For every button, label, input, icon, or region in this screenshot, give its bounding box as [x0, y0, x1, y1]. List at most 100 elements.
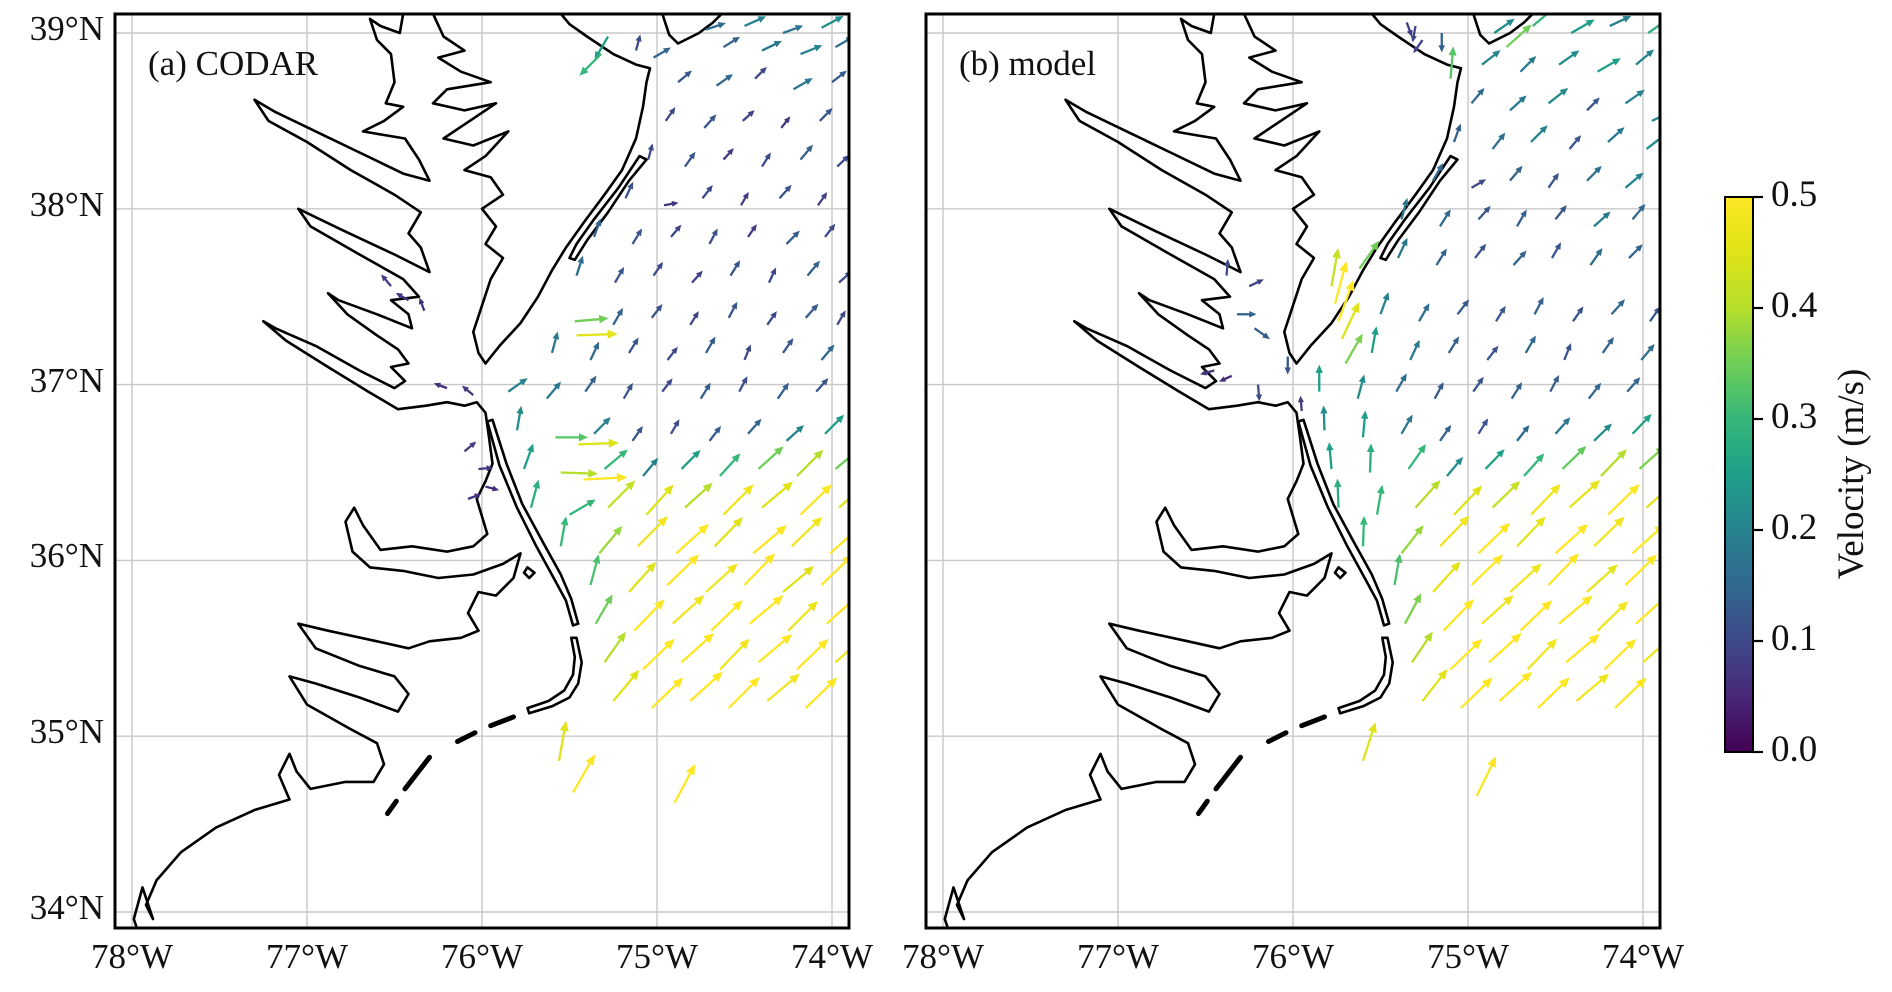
velocity-arrow-shaft — [1532, 14, 1549, 27]
velocity-arrow-head — [1199, 369, 1208, 376]
velocity-arrow-head — [703, 632, 715, 644]
velocity-arrow-head — [1256, 279, 1264, 285]
velocity-arrow-shaft — [671, 599, 700, 625]
velocity-arrow-shaft — [650, 307, 661, 319]
velocity-arrow-shaft — [1586, 568, 1614, 593]
velocity-arrow-head — [1537, 297, 1544, 305]
velocity-arrow-head — [742, 191, 749, 200]
velocity-arrow-head — [532, 479, 541, 489]
velocity-arrow-head — [731, 301, 738, 310]
velocity-arrow-head — [759, 66, 767, 74]
velocity-arrow-head — [671, 200, 679, 207]
velocity-arrow-head — [618, 449, 628, 459]
x-tick-label: 77°W — [1076, 937, 1160, 976]
velocity-arrow-shaft — [1446, 460, 1461, 477]
velocity-arrow-head — [1522, 424, 1530, 433]
velocity-arrow-shaft — [1647, 23, 1660, 34]
velocity-arrow-head — [821, 484, 833, 495]
velocity-arrow-shaft — [1442, 603, 1470, 632]
velocity-arrow-head — [1510, 480, 1521, 491]
velocity-arrow-head — [774, 446, 784, 456]
velocity-arrow-head — [1518, 95, 1527, 104]
velocity-arrow-shaft — [818, 110, 830, 122]
x-tick-label: 78°W — [90, 937, 174, 976]
velocity-arrow-head — [381, 274, 388, 282]
velocity-arrow-shaft — [1253, 327, 1267, 338]
velocity-arrow-shaft — [1626, 380, 1638, 393]
velocity-arrow-shaft — [1403, 598, 1420, 625]
velocity-arrow-shaft — [572, 760, 593, 794]
velocity-arrow-head — [616, 631, 626, 643]
velocity-arrow-shaft — [1593, 520, 1621, 548]
velocity-arrow-head — [1437, 669, 1448, 680]
velocity-arrow-head — [560, 516, 569, 526]
velocity-arrow-shaft — [642, 643, 671, 671]
barrier-island — [1333, 566, 1347, 580]
velocity-arrow-shaft — [715, 76, 730, 87]
velocity-arrow-head — [629, 669, 640, 681]
velocity-arrow-shaft — [1512, 253, 1525, 266]
velocity-arrow-shaft — [1607, 488, 1636, 516]
inlet-dash-segment — [402, 754, 432, 792]
velocity-arrow-shaft — [1477, 422, 1487, 435]
velocity-arrow-shaft — [1570, 21, 1591, 34]
velocity-arrow-head — [764, 553, 776, 565]
velocity-arrow-head — [859, 480, 869, 490]
velocity-arrow-shaft — [1624, 558, 1653, 586]
graticule — [926, 14, 1660, 928]
velocity-arrow-shaft — [1601, 340, 1612, 354]
inlet-dash-segment — [1266, 730, 1289, 744]
coastline-path — [943, 14, 1333, 928]
velocity-arrow-head — [732, 36, 741, 44]
velocity-arrow-head — [646, 561, 657, 573]
velocity-arrow-shaft — [1433, 385, 1443, 400]
velocity-arrow-shaft — [1460, 681, 1489, 709]
velocity-arrow-head — [775, 525, 787, 536]
panel-b-title: (b) model — [959, 44, 1097, 83]
velocity-arrow-head — [1370, 240, 1379, 251]
velocity-arrow-shaft — [582, 53, 602, 73]
velocity-arrow-head — [1471, 485, 1483, 496]
velocity-arrow-head — [1625, 638, 1637, 650]
velocity-arrow-head — [635, 34, 642, 42]
inlet-dash-segment — [1196, 798, 1210, 817]
colorbar-tick-label: 0.5 — [1771, 174, 1818, 215]
velocity-arrow-head — [750, 224, 757, 232]
velocity-arrow-shaft — [1631, 527, 1660, 555]
velocity-arrow-shaft — [804, 306, 816, 319]
velocity-arrow-head — [1262, 332, 1270, 340]
velocity-arrow-head — [786, 338, 794, 346]
velocity-arrow-shaft — [578, 442, 612, 446]
panel-a-title: (a) CODAR — [148, 44, 319, 83]
velocity-arrow-head — [673, 419, 680, 427]
inlet-dash-segment — [1299, 714, 1327, 729]
velocity-arrow-shaft — [1449, 643, 1478, 671]
velocity-arrow-shaft — [1523, 457, 1542, 477]
velocity-arrow-shaft — [699, 386, 710, 400]
velocity-arrow-shaft — [1432, 167, 1442, 182]
velocity-arrow-head — [602, 417, 611, 426]
velocity-arrow-shaft — [705, 567, 734, 593]
velocity-arrow-head — [1436, 163, 1444, 172]
velocity-arrow-head — [657, 516, 668, 527]
velocity-arrow-shaft — [782, 569, 810, 593]
velocity-arrow-shaft — [1333, 268, 1346, 305]
velocity-arrow-shaft — [677, 72, 689, 84]
velocity-arrow-shaft — [1551, 246, 1560, 259]
velocity-arrow-head — [1405, 414, 1413, 423]
velocity-arrow-head — [1358, 374, 1366, 384]
velocity-arrow-head — [741, 376, 748, 384]
velocity-arrow-shaft — [522, 448, 533, 470]
velocity-arrow-shaft — [568, 501, 592, 516]
velocity-arrow-head — [1636, 89, 1645, 98]
velocity-arrow-head — [1477, 87, 1485, 96]
velocity-arrow-shaft — [1558, 52, 1576, 66]
velocity-arrow-head — [1224, 258, 1231, 267]
velocity-arrow-head — [754, 418, 762, 427]
velocity-arrow-head — [821, 378, 829, 386]
velocity-arrow-shaft — [1491, 135, 1504, 150]
velocity-arrow-head — [745, 344, 752, 352]
velocity-arrow-head — [552, 331, 560, 340]
